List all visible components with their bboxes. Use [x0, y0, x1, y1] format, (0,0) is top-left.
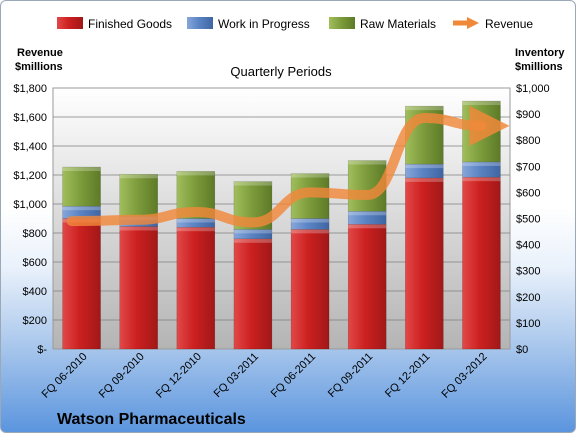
left-tick-label: $600: [23, 257, 47, 269]
x-tick-label: FQ 03-2012: [440, 351, 490, 401]
x-tick-label: FQ 09-2011: [326, 351, 375, 400]
x-tick-label: FQ 12-2011: [383, 351, 432, 400]
legend-arrow-revenue: [467, 17, 479, 29]
bar-work-in-progress-highlight: [291, 218, 330, 223]
bar-finished-goods: [347, 224, 387, 350]
bar-work-in-progress-highlight: [405, 164, 444, 169]
bar-finished-goods: [233, 238, 273, 350]
bar-finished-goods-highlight: [119, 226, 158, 231]
company-name: Watson Pharmaceuticals: [57, 411, 246, 428]
left-axis-title-line2: $millions: [15, 61, 63, 73]
right-tick-label: $500: [516, 214, 540, 226]
bar-work-in-progress-highlight: [233, 229, 272, 234]
x-tick-label: FQ 12-2010: [154, 351, 204, 401]
right-tick-label: $700: [516, 161, 540, 173]
bar-raw-materials-highlight: [176, 171, 215, 176]
bar-raw-materials-highlight: [119, 174, 158, 179]
bar-finished-goods-highlight: [348, 224, 387, 229]
bar-raw-materials-highlight: [405, 106, 444, 111]
bar-finished-goods: [62, 218, 101, 350]
bar-raw-materials: [62, 166, 101, 207]
bar-raw-materials-highlight: [348, 160, 387, 165]
left-tick-label: $1,400: [13, 141, 47, 153]
legend-label-raw-materials: Raw Materials: [360, 17, 436, 31]
legend: Finished Goods Work in Progress Raw Mate…: [57, 17, 533, 31]
bar-work-in-progress-highlight: [348, 211, 387, 216]
bar-raw-materials: [119, 174, 158, 217]
left-axis-ticks: $- $200 $400 $600 $800 $1,000 $1,200 $1,400 $1,6…: [13, 83, 47, 356]
right-axis-ticks: $0 $100 $200 $300 $400 $500 $600 $700 $800 $900 $1…: [516, 83, 550, 356]
x-axis-ticks: FQ 06-2010 FQ 09-2010 FQ 12-2010 FQ 03-2011…: [40, 351, 490, 401]
right-tick-label: $100: [516, 318, 540, 330]
bar-finished-goods: [290, 229, 330, 350]
right-tick-label: $0: [516, 344, 528, 356]
left-tick-label: $200: [23, 315, 47, 327]
right-axis-title-line2: $millions: [515, 61, 563, 73]
bar-finished-goods-highlight: [462, 177, 501, 182]
bar-finished-goods: [462, 176, 501, 350]
x-tick-label: FQ 09-2010: [97, 351, 147, 401]
left-tick-label: $800: [23, 228, 47, 240]
revenue-line: [66, 105, 510, 228]
left-tick-label: $1,800: [13, 83, 47, 95]
left-tick-label: $1,000: [13, 199, 47, 211]
bar-finished-goods-highlight: [233, 238, 272, 243]
legend-label-work-in-progress: Work in Progress: [218, 17, 310, 31]
right-tick-label: $300: [516, 266, 540, 278]
left-tick-label: $1,200: [13, 170, 47, 182]
legend-swatch-raw-materials: [329, 17, 355, 29]
legend-label-finished-goods: Finished Goods: [88, 17, 172, 31]
revenue-line-layer: [66, 105, 510, 228]
left-tick-label: $1,600: [13, 112, 47, 124]
right-tick-label: $900: [516, 109, 540, 121]
bar-work-in-progress-highlight: [62, 206, 101, 211]
left-tick-label: $400: [23, 286, 47, 298]
bar-finished-goods-highlight: [176, 227, 215, 232]
right-axis-title-line1: Inventory: [515, 47, 565, 59]
bar-finished-goods: [176, 226, 216, 350]
bar-work-in-progress-highlight: [462, 161, 501, 166]
legend-label-revenue: Revenue: [485, 17, 533, 31]
x-tick-label: FQ 06-2011: [269, 351, 318, 400]
bar-finished-goods-highlight: [405, 177, 444, 182]
bar-finished-goods: [405, 177, 444, 350]
bar-work-in-progress-highlight: [176, 218, 215, 223]
bar-finished-goods: [119, 226, 158, 350]
right-tick-label: $400: [516, 240, 540, 252]
bar-raw-materials-highlight: [462, 101, 501, 106]
right-tick-label: $800: [516, 135, 540, 147]
left-axis-title-line1: Revenue: [17, 47, 63, 59]
bar-raw-materials-highlight: [62, 167, 101, 172]
right-tick-label: $1,000: [516, 83, 550, 95]
bar-raw-materials: [462, 100, 501, 163]
legend-swatch-work-in-progress: [187, 17, 213, 29]
right-tick-label: $200: [516, 292, 540, 304]
legend-swatch-finished-goods: [57, 17, 83, 29]
left-tick-label: $-: [37, 344, 47, 356]
chart-title: Quarterly Periods: [230, 64, 332, 79]
x-tick-label: FQ 06-2010: [40, 351, 90, 401]
right-tick-label: $600: [516, 187, 540, 199]
x-tick-label: FQ 03-2011: [212, 351, 261, 400]
bar-finished-goods-highlight: [291, 229, 330, 234]
bars: [62, 100, 501, 350]
bar-raw-materials-highlight: [233, 181, 272, 186]
bar-raw-materials-highlight: [291, 173, 330, 178]
